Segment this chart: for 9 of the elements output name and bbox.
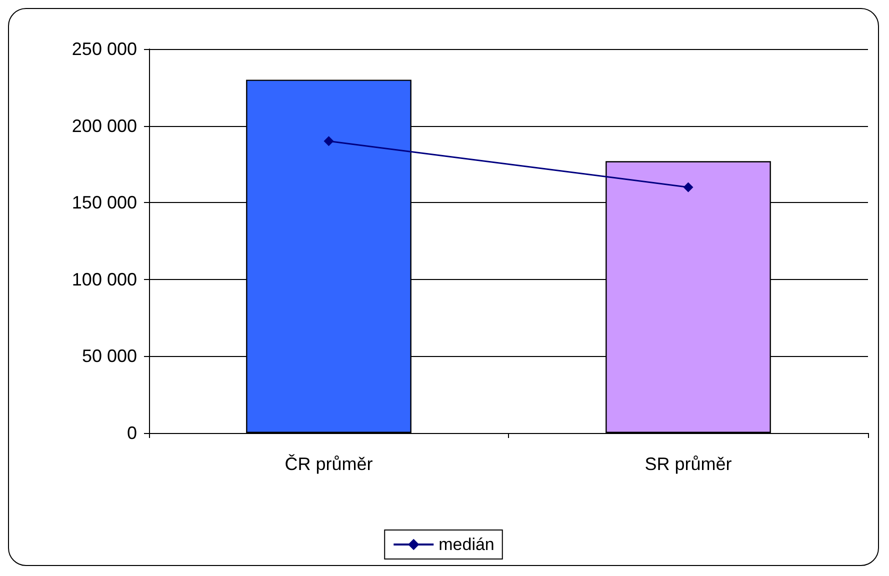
- legend-label: medián: [438, 535, 494, 554]
- x-tick-label: ČR průměr: [284, 454, 373, 474]
- y-tick-label: 0: [126, 423, 137, 443]
- y-tick-label: 200 000: [72, 116, 137, 136]
- y-tick-label: 150 000: [72, 192, 137, 213]
- y-tick-label: 50 000: [82, 346, 137, 366]
- x-tick-label: SR průměr: [644, 454, 732, 474]
- y-tick-label: 100 000: [72, 269, 137, 290]
- y-tick-label: 250 000: [72, 39, 137, 59]
